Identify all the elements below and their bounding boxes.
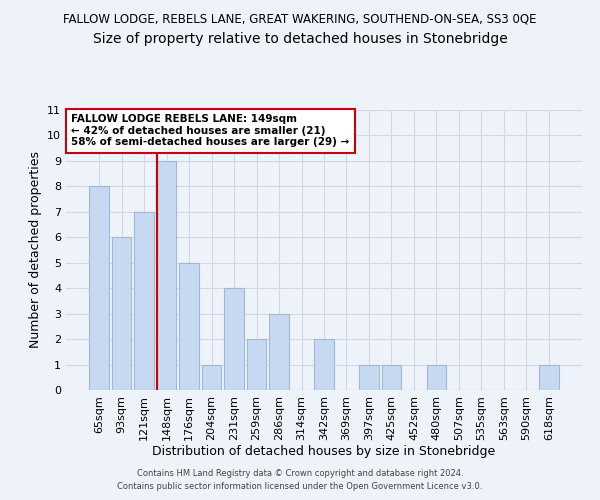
Y-axis label: Number of detached properties: Number of detached properties (29, 152, 41, 348)
Bar (224, 288, 244, 390)
Text: Contains HM Land Registry data © Crown copyright and database right 2024.: Contains HM Land Registry data © Crown c… (137, 468, 463, 477)
Bar (202, 364, 221, 390)
Bar (112, 238, 131, 390)
Bar (157, 161, 176, 390)
Text: Size of property relative to detached houses in Stonebridge: Size of property relative to detached ho… (92, 32, 508, 46)
Bar (382, 364, 401, 390)
Text: Contains public sector information licensed under the Open Government Licence v3: Contains public sector information licen… (118, 482, 482, 491)
Bar (89, 186, 109, 390)
Bar (314, 339, 334, 390)
Text: FALLOW LODGE REBELS LANE: 149sqm
← 42% of detached houses are smaller (21)
58% o: FALLOW LODGE REBELS LANE: 149sqm ← 42% o… (71, 114, 349, 148)
Bar (427, 364, 446, 390)
Bar (179, 262, 199, 390)
Bar (134, 212, 154, 390)
X-axis label: Distribution of detached houses by size in Stonebridge: Distribution of detached houses by size … (152, 446, 496, 458)
Bar (539, 364, 559, 390)
Text: FALLOW LODGE, REBELS LANE, GREAT WAKERING, SOUTHEND-ON-SEA, SS3 0QE: FALLOW LODGE, REBELS LANE, GREAT WAKERIN… (63, 12, 537, 26)
Bar (247, 339, 266, 390)
Bar (359, 364, 379, 390)
Bar (269, 314, 289, 390)
